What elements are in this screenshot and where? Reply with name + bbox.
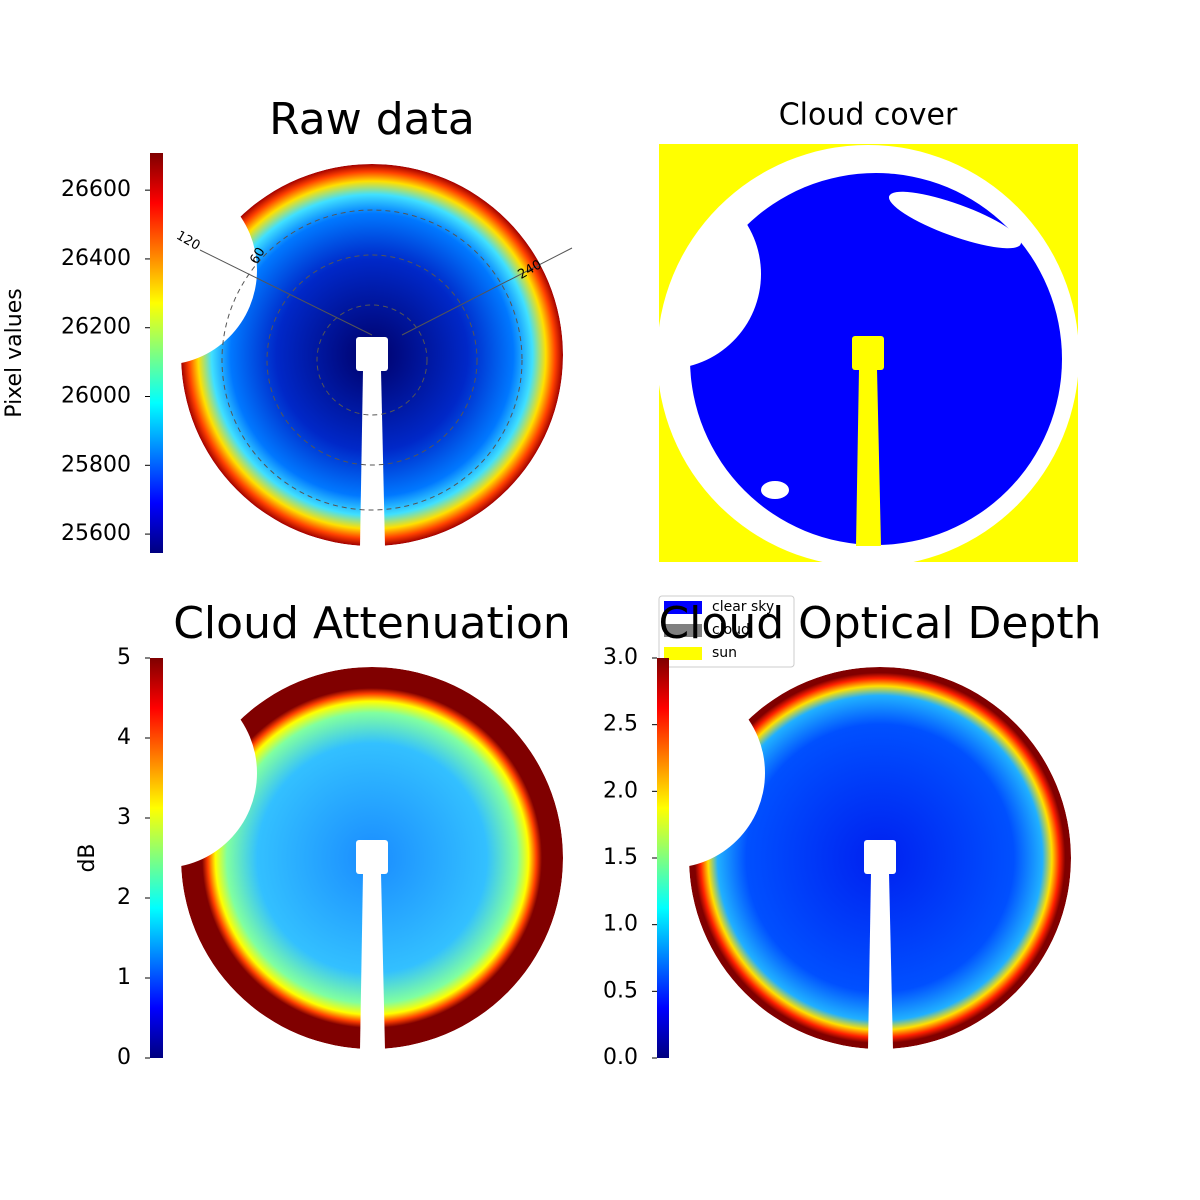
colorbar-tick-label: 2	[117, 885, 131, 910]
camera-arm	[360, 873, 385, 1050]
polar-spoke	[401, 247, 573, 336]
colorbar-tick-label: 26600	[61, 177, 131, 202]
colorbar-tick-label: 5	[117, 645, 131, 670]
polar-ring	[316, 304, 428, 416]
colorbar-tick-label: 0	[117, 1045, 131, 1070]
panel-title: Cloud Optical Depth	[658, 598, 1101, 649]
polar-grid	[199, 209, 573, 511]
camera-mount	[356, 840, 388, 874]
camera-arm	[360, 370, 385, 547]
polar-annotation: 120	[173, 228, 202, 253]
polar-annotation: 60	[247, 245, 268, 267]
colorbar-tick-label: 1.0	[603, 912, 638, 937]
colorbar	[657, 658, 669, 1058]
cloud-patch	[761, 481, 789, 499]
colorbar-tick-label: 1.5	[603, 845, 638, 870]
colorbar-tick-label: 0.0	[603, 1045, 638, 1070]
polar-ring	[221, 209, 523, 511]
colorbar-tick-label: 26200	[61, 315, 131, 340]
colorbar-tick-label: 4	[117, 725, 131, 750]
legend-label: cloud	[712, 622, 750, 638]
panel-title: Raw data	[269, 94, 475, 145]
legend-label: clear sky	[712, 599, 774, 615]
legend-swatch	[664, 601, 702, 614]
panel-title: Cloud Attenuation	[173, 598, 571, 649]
colorbar-tick-label: 26400	[61, 246, 131, 271]
legend-swatch	[664, 647, 702, 660]
legend-swatch	[664, 624, 702, 637]
camera-mount	[356, 337, 388, 371]
colorbar-tick-label: 2.5	[603, 712, 638, 737]
camera-arm	[868, 873, 893, 1050]
colorbar-label: Pixel values	[2, 288, 27, 417]
colorbar	[150, 153, 163, 553]
colorbar-tick-label: 3	[117, 805, 131, 830]
polar-ring	[266, 254, 478, 466]
cloud-patch	[888, 191, 1022, 249]
camera-mount	[864, 840, 896, 874]
legend: clear sky cloud sun	[658, 595, 795, 668]
camera-mount	[852, 336, 884, 370]
legend-label: sun	[712, 645, 737, 661]
camera-arm	[856, 369, 881, 546]
colorbar-tick-label: 1	[117, 965, 131, 990]
colorbar-label: dB	[75, 843, 100, 872]
colorbar-tick-label: 25600	[61, 521, 131, 546]
colorbar-tick-label: 0.5	[603, 978, 638, 1003]
panel-title: Cloud cover	[779, 98, 958, 133]
colorbar-tick-label: 3.0	[603, 645, 638, 670]
colorbar	[150, 658, 163, 1058]
colorbar-tick-label: 26000	[61, 384, 131, 409]
polar-spoke	[199, 249, 373, 336]
colorbar-tick-label: 25800	[61, 452, 131, 477]
colorbar-tick-label: 2.0	[603, 778, 638, 803]
